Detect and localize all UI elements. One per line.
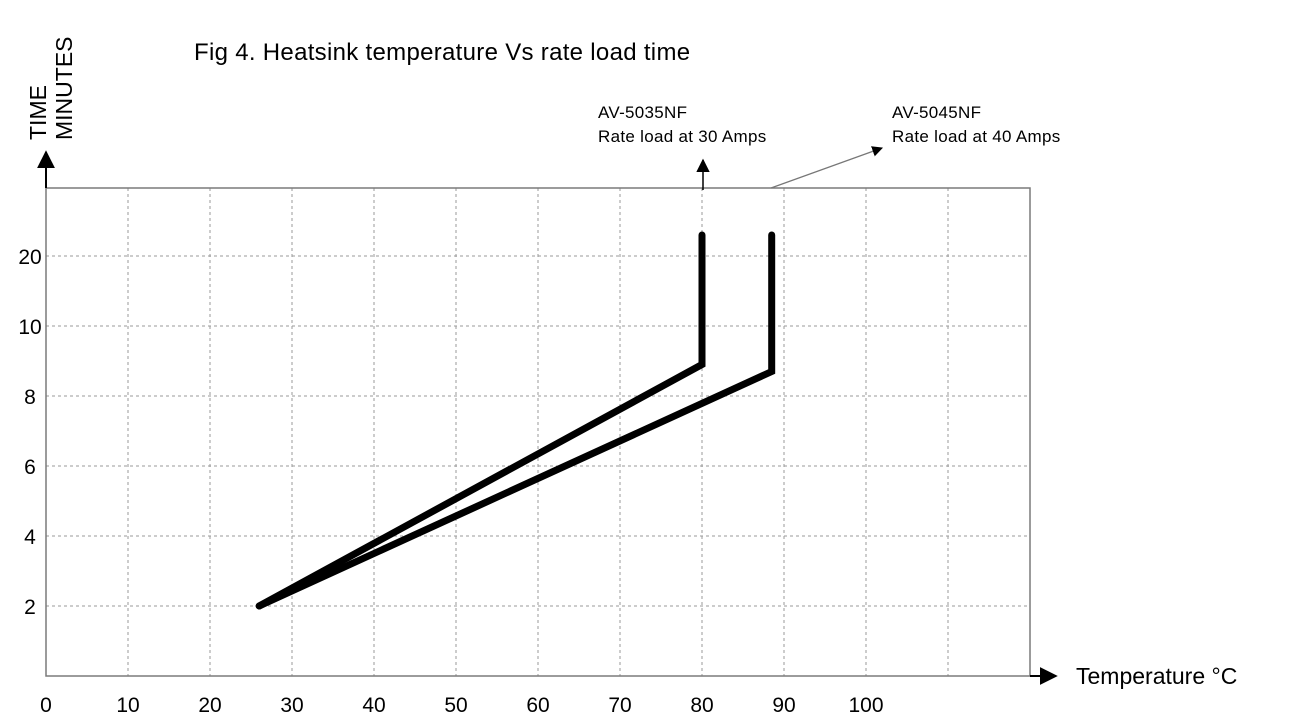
grid-lines bbox=[46, 188, 1030, 676]
series-1-label-name: AV-5035NF bbox=[598, 103, 687, 122]
x-tick-label: 30 bbox=[280, 694, 303, 716]
x-tick-label: 60 bbox=[526, 694, 549, 716]
y-axis-title-line1: TIME bbox=[25, 85, 51, 140]
y-tick-label: 2 bbox=[24, 596, 36, 619]
x-tick-label: 40 bbox=[362, 694, 385, 716]
x-tick-labels: 0 10 20 30 40 50 60 70 80 90 100 bbox=[40, 694, 883, 716]
x-axis-title: Temperature °C bbox=[1076, 663, 1237, 689]
y-tick-label: 20 bbox=[18, 246, 41, 269]
series-lines bbox=[255, 231, 776, 610]
x-tick-label: 80 bbox=[690, 694, 713, 716]
series-2-callout-arrow bbox=[770, 146, 884, 189]
y-tick-label: 8 bbox=[24, 386, 36, 409]
series-line-2 bbox=[255, 231, 776, 610]
chart-title: Fig 4. Heatsink temperature Vs rate load… bbox=[194, 39, 690, 66]
y-axis-title-line2: MINUTES bbox=[51, 37, 77, 141]
x-tick-label: 70 bbox=[608, 694, 631, 716]
y-tick-label: 6 bbox=[24, 456, 36, 479]
plot-frame bbox=[45, 187, 1031, 677]
y-tick-labels: 2 4 6 8 10 20 bbox=[18, 246, 41, 619]
series-2-label-detail: Rate load at 40 Amps bbox=[892, 127, 1061, 146]
x-tick-label: 90 bbox=[772, 694, 795, 716]
series-1-label-detail: Rate load at 30 Amps bbox=[598, 127, 767, 146]
x-tick-label: 10 bbox=[116, 694, 139, 716]
x-tick-label: 50 bbox=[444, 694, 467, 716]
series-2-label-name: AV-5045NF bbox=[892, 103, 981, 122]
x-tick-label: 0 bbox=[40, 694, 52, 716]
y-tick-label: 4 bbox=[24, 526, 36, 549]
series-line-1 bbox=[255, 231, 706, 610]
x-tick-label: 20 bbox=[198, 694, 221, 716]
y-tick-label: 10 bbox=[18, 316, 41, 339]
x-tick-label: 100 bbox=[848, 694, 883, 716]
